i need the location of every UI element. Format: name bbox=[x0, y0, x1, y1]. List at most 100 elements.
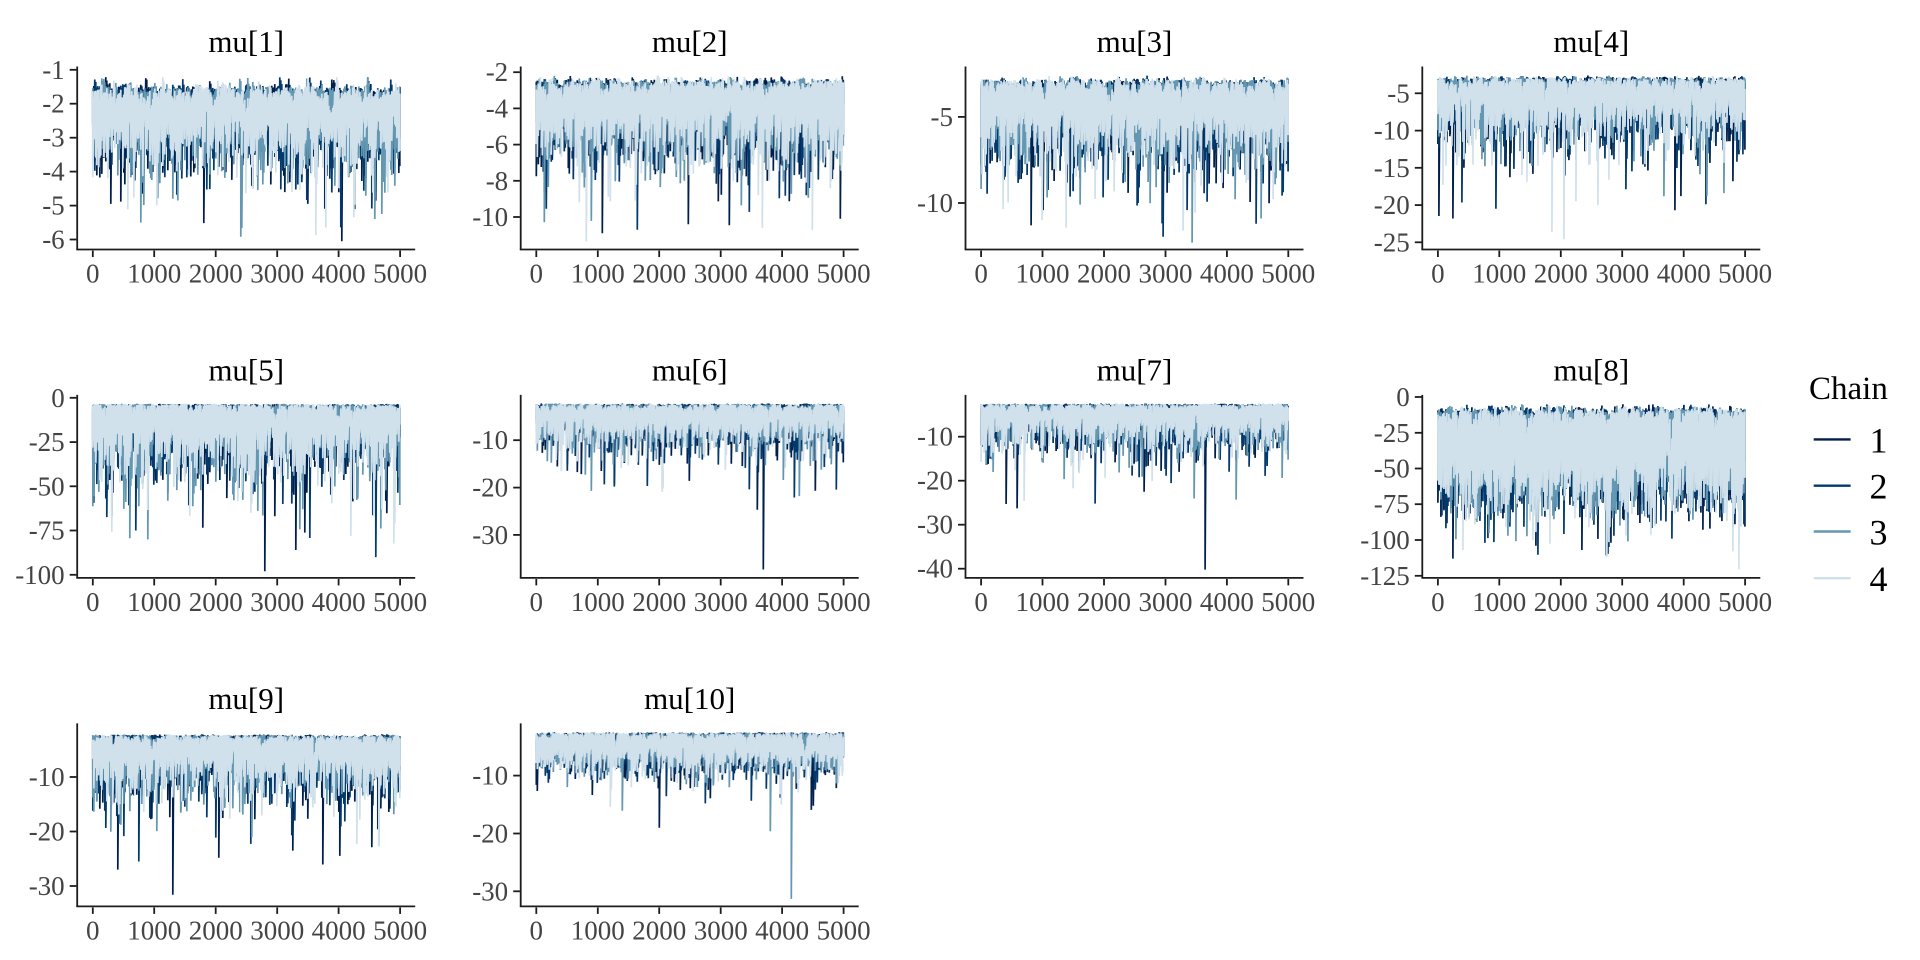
svg-text:2000: 2000 bbox=[189, 587, 243, 617]
svg-text:4000: 4000 bbox=[755, 915, 809, 945]
svg-text:-125: -125 bbox=[1360, 561, 1410, 591]
svg-text:2000: 2000 bbox=[189, 915, 243, 945]
svg-text:2000: 2000 bbox=[632, 259, 686, 289]
svg-text:-30: -30 bbox=[29, 871, 65, 901]
svg-text:2: 2 bbox=[1870, 467, 1888, 507]
svg-text:0: 0 bbox=[51, 383, 65, 413]
svg-text:-8: -8 bbox=[486, 166, 509, 196]
svg-text:3000: 3000 bbox=[1139, 259, 1193, 289]
svg-text:-30: -30 bbox=[472, 876, 508, 906]
svg-text:-30: -30 bbox=[472, 520, 508, 550]
svg-text:mu[8]: mu[8] bbox=[1553, 353, 1629, 388]
svg-text:5000: 5000 bbox=[1718, 259, 1772, 289]
svg-text:5000: 5000 bbox=[817, 915, 871, 945]
svg-text:1000: 1000 bbox=[1016, 587, 1070, 617]
svg-text:2000: 2000 bbox=[1534, 259, 1588, 289]
svg-text:-75: -75 bbox=[1374, 489, 1410, 519]
svg-text:1000: 1000 bbox=[571, 587, 625, 617]
svg-text:4000: 4000 bbox=[312, 915, 366, 945]
svg-text:-10: -10 bbox=[917, 188, 953, 218]
svg-text:5000: 5000 bbox=[1261, 587, 1315, 617]
svg-text:mu[5]: mu[5] bbox=[208, 353, 284, 388]
svg-text:1000: 1000 bbox=[571, 259, 625, 289]
svg-text:-100: -100 bbox=[1360, 525, 1410, 555]
svg-text:5000: 5000 bbox=[1261, 259, 1315, 289]
svg-text:mu[3]: mu[3] bbox=[1097, 24, 1173, 59]
svg-text:4000: 4000 bbox=[1200, 259, 1254, 289]
svg-text:3000: 3000 bbox=[694, 587, 748, 617]
svg-text:-50: -50 bbox=[1374, 454, 1410, 484]
svg-text:5000: 5000 bbox=[817, 587, 871, 617]
svg-text:-6: -6 bbox=[486, 130, 509, 160]
svg-text:0: 0 bbox=[86, 259, 100, 289]
svg-text:3000: 3000 bbox=[250, 587, 304, 617]
svg-text:-10: -10 bbox=[1374, 116, 1410, 146]
svg-text:-15: -15 bbox=[1374, 153, 1410, 183]
svg-text:5000: 5000 bbox=[373, 259, 427, 289]
svg-text:-20: -20 bbox=[1374, 190, 1410, 220]
svg-text:mu[4]: mu[4] bbox=[1553, 24, 1629, 59]
svg-text:1000: 1000 bbox=[1016, 259, 1070, 289]
svg-text:5000: 5000 bbox=[373, 915, 427, 945]
svg-text:2000: 2000 bbox=[1077, 259, 1131, 289]
svg-text:-2: -2 bbox=[42, 89, 65, 119]
svg-text:1000: 1000 bbox=[127, 915, 181, 945]
svg-text:-1: -1 bbox=[42, 55, 65, 85]
svg-text:0: 0 bbox=[530, 587, 544, 617]
svg-text:-20: -20 bbox=[472, 473, 508, 503]
svg-text:5000: 5000 bbox=[1718, 587, 1772, 617]
svg-text:mu[10]: mu[10] bbox=[644, 681, 735, 716]
svg-text:-6: -6 bbox=[42, 225, 65, 255]
svg-text:3000: 3000 bbox=[1595, 587, 1649, 617]
svg-text:3000: 3000 bbox=[694, 915, 748, 945]
svg-text:5000: 5000 bbox=[373, 587, 427, 617]
svg-text:Chain: Chain bbox=[1809, 371, 1888, 407]
svg-text:4000: 4000 bbox=[312, 259, 366, 289]
svg-text:mu[9]: mu[9] bbox=[208, 681, 284, 716]
svg-text:4000: 4000 bbox=[312, 587, 366, 617]
svg-text:4000: 4000 bbox=[1657, 587, 1711, 617]
svg-text:-20: -20 bbox=[29, 817, 65, 847]
svg-text:0: 0 bbox=[86, 587, 100, 617]
svg-text:mu[2]: mu[2] bbox=[652, 24, 728, 59]
svg-text:-5: -5 bbox=[1387, 78, 1410, 108]
svg-text:4000: 4000 bbox=[1200, 587, 1254, 617]
svg-text:-10: -10 bbox=[29, 762, 65, 792]
svg-text:-20: -20 bbox=[917, 466, 953, 496]
svg-text:2000: 2000 bbox=[632, 587, 686, 617]
svg-text:1000: 1000 bbox=[1472, 587, 1526, 617]
svg-text:4000: 4000 bbox=[755, 587, 809, 617]
svg-text:0: 0 bbox=[1431, 587, 1445, 617]
svg-text:-2: -2 bbox=[486, 57, 509, 87]
svg-text:mu[1]: mu[1] bbox=[208, 24, 284, 59]
svg-text:-25: -25 bbox=[1374, 227, 1410, 257]
svg-text:-3: -3 bbox=[42, 123, 65, 153]
svg-text:mu[6]: mu[6] bbox=[652, 353, 728, 388]
svg-text:0: 0 bbox=[974, 259, 988, 289]
svg-text:3000: 3000 bbox=[1595, 259, 1649, 289]
svg-text:-50: -50 bbox=[29, 471, 65, 501]
svg-text:4: 4 bbox=[1870, 559, 1888, 599]
svg-text:-10: -10 bbox=[472, 761, 508, 791]
svg-text:-20: -20 bbox=[472, 819, 508, 849]
svg-text:4000: 4000 bbox=[1657, 259, 1711, 289]
svg-text:3000: 3000 bbox=[250, 259, 304, 289]
svg-text:-40: -40 bbox=[917, 554, 953, 584]
svg-text:3000: 3000 bbox=[1139, 587, 1193, 617]
svg-text:0: 0 bbox=[530, 259, 544, 289]
svg-text:-10: -10 bbox=[917, 422, 953, 452]
svg-text:1: 1 bbox=[1870, 420, 1888, 460]
svg-text:2000: 2000 bbox=[1534, 587, 1588, 617]
svg-text:2000: 2000 bbox=[632, 915, 686, 945]
svg-text:0: 0 bbox=[530, 915, 544, 945]
svg-text:3: 3 bbox=[1870, 513, 1888, 553]
svg-text:mu[7]: mu[7] bbox=[1097, 353, 1173, 388]
svg-text:3000: 3000 bbox=[250, 915, 304, 945]
svg-text:1000: 1000 bbox=[127, 587, 181, 617]
svg-text:2000: 2000 bbox=[189, 259, 243, 289]
svg-text:0: 0 bbox=[86, 915, 100, 945]
svg-text:2000: 2000 bbox=[1077, 587, 1131, 617]
svg-text:-5: -5 bbox=[931, 102, 954, 132]
svg-text:-30: -30 bbox=[917, 510, 953, 540]
svg-text:1000: 1000 bbox=[1472, 259, 1526, 289]
